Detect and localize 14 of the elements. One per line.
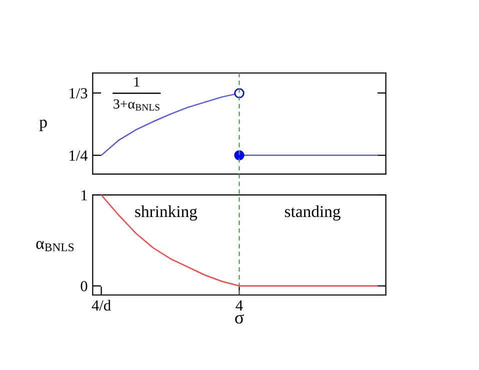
y-axis-title: α$_{BNLS}$ [36, 241, 74, 252]
annotation: 1 [134, 77, 140, 86]
y-tick-label: 0 [80, 281, 88, 292]
annotation: 3+α$_{BNLS}$ [114, 99, 160, 111]
annotation: shrinking [135, 205, 198, 221]
y-axis-title: p [39, 120, 47, 132]
y-tick-label: 1/3 [70, 88, 88, 98]
x-axis-title: σ [235, 314, 244, 324]
annotation: standing [284, 205, 340, 221]
y-tick-label: 1 [82, 190, 87, 200]
x-tick-label: 4 [236, 300, 243, 310]
y-tick-label: 1/4 [70, 150, 88, 161]
x-tick-label: 4/d [92, 300, 111, 311]
line-series [100, 194, 378, 287]
